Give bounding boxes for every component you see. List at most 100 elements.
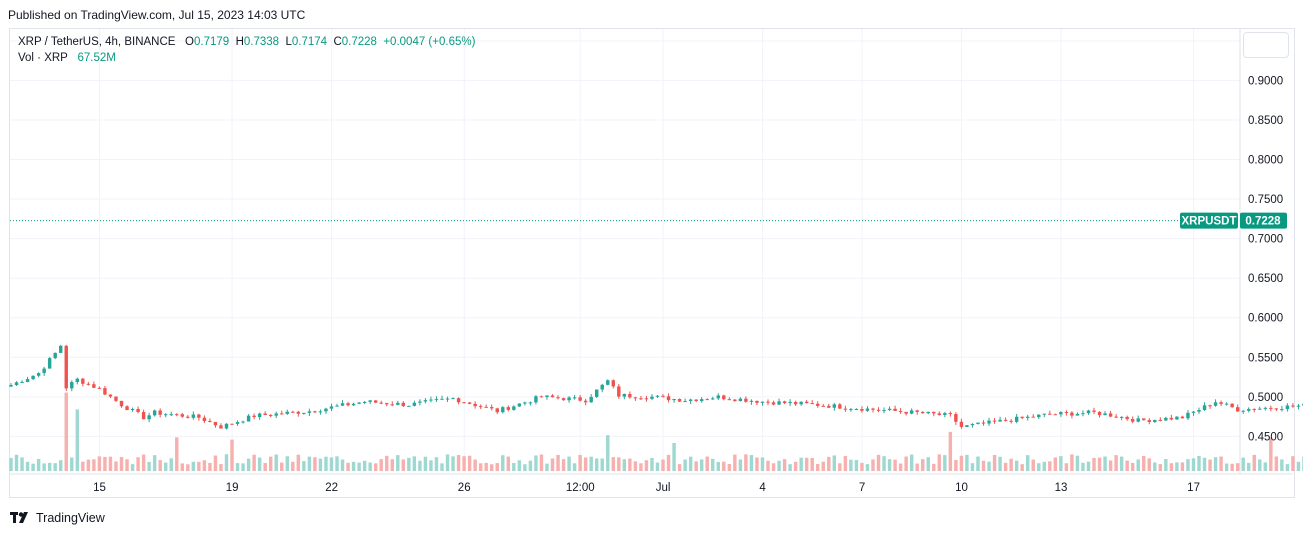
volume-bar (583, 457, 588, 471)
volume-bar (75, 409, 80, 471)
candle-body (661, 395, 665, 397)
volume-bar (219, 464, 223, 471)
candle-body (981, 422, 986, 424)
candle-body (59, 345, 63, 353)
volume-bar (390, 459, 394, 471)
volume-bar (1274, 456, 1279, 471)
candle-body (1037, 414, 1041, 418)
volume-bar (1014, 460, 1019, 471)
candle-body (1119, 416, 1124, 418)
candle-body (887, 408, 892, 411)
candle-body (876, 409, 881, 411)
volume-bar (1003, 462, 1008, 471)
volume-bar (1119, 456, 1124, 471)
candle-body (1053, 414, 1058, 416)
candle-body (1235, 407, 1240, 412)
volume-bar (357, 462, 361, 471)
candle-body (252, 415, 256, 418)
candle-body (169, 414, 173, 416)
candle-body (937, 413, 942, 415)
candle-body (744, 398, 748, 402)
volume-bar (235, 463, 240, 471)
candle-body (473, 403, 477, 407)
symbol-title[interactable]: XRP / TetherUS, 4h, BINANCE (18, 36, 176, 48)
volume-bar (1219, 456, 1223, 471)
volume-bar (943, 455, 947, 471)
candle-body (672, 398, 676, 401)
candle-body (285, 411, 289, 414)
candle-body (152, 410, 157, 416)
candle-body (357, 402, 361, 404)
volume-bar (876, 454, 881, 471)
candle-body (1014, 416, 1019, 422)
volume-bar (738, 459, 743, 471)
volume-bar (799, 457, 803, 471)
volume-bar (788, 464, 792, 471)
volume-bar (20, 457, 24, 471)
candle-body (1274, 408, 1279, 410)
candle-body (175, 414, 179, 416)
time-tick-label: 17 (1187, 482, 1200, 494)
volume-bar (396, 455, 400, 471)
candle-body (467, 402, 472, 404)
candle-body (495, 408, 499, 413)
candle-body (633, 397, 638, 399)
volume-bar (346, 462, 350, 471)
candle-body (832, 404, 837, 408)
price-tick-label: 0.5000 (1248, 392, 1283, 404)
time-tick-label: 12:00 (566, 482, 595, 494)
volume-bar (1252, 454, 1256, 471)
candle-body (1092, 410, 1096, 412)
volume-bar (230, 439, 234, 471)
candle-body (1263, 407, 1268, 409)
candle-body (843, 408, 848, 410)
volume-bar (1208, 459, 1212, 471)
volume-bar (1142, 455, 1146, 471)
candle-body (1059, 412, 1063, 415)
volume-bar (589, 456, 593, 471)
volume-bar (854, 459, 859, 471)
price-tick-label: 0.8000 (1248, 155, 1283, 167)
candle-body (53, 352, 57, 359)
scale-button[interactable] (1243, 32, 1289, 58)
volume-bar (932, 463, 936, 471)
candle-body (484, 406, 488, 408)
candle-body (280, 413, 284, 415)
candle-body (650, 396, 654, 399)
volume-bars (9, 392, 1303, 471)
candle-body (600, 384, 604, 390)
volume-bar (1108, 460, 1113, 471)
volume-bar (832, 455, 837, 471)
volume-bar (119, 456, 124, 471)
volume-bar (528, 460, 533, 471)
volume-bar (887, 459, 892, 471)
candle-body (390, 404, 394, 406)
candle-body (141, 412, 146, 420)
candle-body (1114, 416, 1118, 418)
candle-body (727, 399, 732, 401)
candle-body (1258, 408, 1262, 410)
candle-body (766, 401, 770, 403)
volume-bar (1086, 461, 1091, 471)
chart-frame[interactable] (9, 28, 1295, 498)
volume-bar (274, 454, 278, 471)
volume-bar (335, 456, 339, 471)
candle-body (1103, 413, 1107, 416)
volume-bar (600, 458, 604, 471)
candle-body (263, 413, 267, 416)
candle-body (385, 403, 389, 405)
volume-bar (141, 454, 146, 471)
candle-body (1086, 410, 1091, 414)
candle-body (163, 414, 168, 416)
candle-body (1153, 419, 1157, 422)
candle-body (1164, 417, 1168, 421)
volume-bar (268, 456, 273, 471)
price-tick-label: 0.5500 (1248, 352, 1283, 364)
candle-body (478, 406, 483, 408)
volume-bar (25, 461, 30, 471)
volume-bar (921, 459, 925, 471)
high-label: H (235, 36, 244, 48)
candle-body (965, 425, 969, 427)
open-label: O (185, 36, 194, 48)
